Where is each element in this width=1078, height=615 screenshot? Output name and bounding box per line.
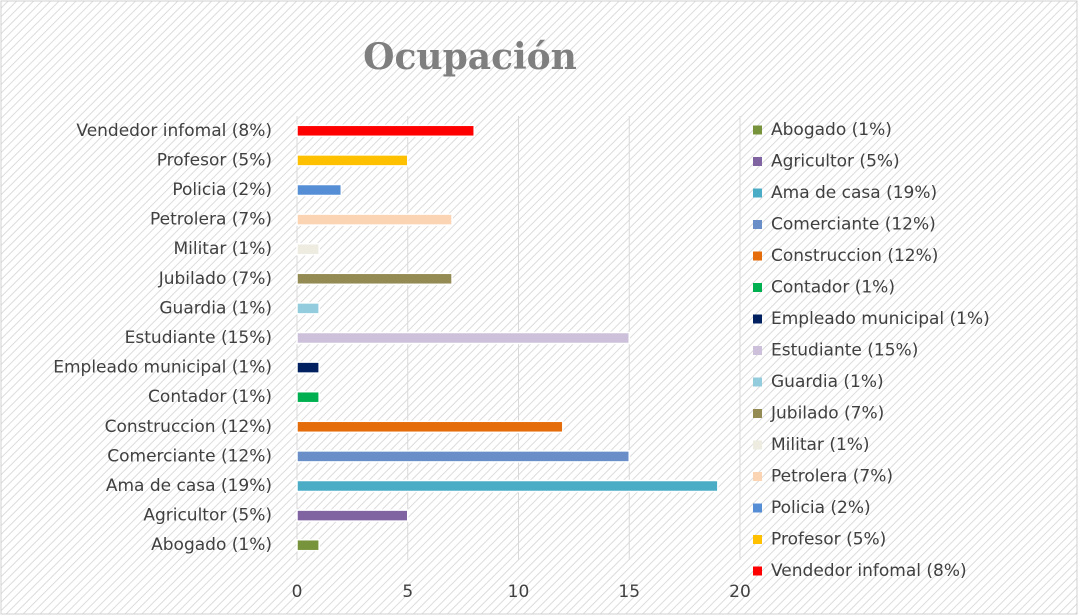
legend-label: Comerciante (12%) [771, 215, 936, 235]
legend-label: Agricultor (5%) [771, 152, 900, 172]
legend-swatch [753, 440, 762, 450]
bar [296, 154, 409, 167]
legend-swatch [753, 346, 762, 355]
bar [296, 390, 320, 404]
bar [296, 420, 564, 434]
bar [296, 361, 320, 374]
legend-swatch [753, 251, 762, 261]
chart-title: Ocupación [363, 36, 577, 78]
x-tick-label: 5 [402, 582, 413, 602]
legend-label: Militar (1%) [771, 435, 870, 455]
legend-swatch [753, 283, 762, 292]
y-tick-label: Militar (1%) [173, 239, 272, 259]
bar [296, 272, 453, 286]
y-tick-label: Empleado municipal (1%) [53, 358, 272, 378]
bar [296, 479, 719, 493]
legend-swatch [753, 188, 762, 198]
x-tick-label: 20 [729, 582, 751, 602]
y-tick-label: Policia (2%) [172, 180, 272, 200]
y-tick-label: Ama de casa (19%) [106, 476, 272, 496]
bar [296, 331, 630, 345]
legend-swatch [753, 409, 762, 418]
legend-swatch [753, 566, 762, 576]
y-tick-label: Abogado (1%) [151, 535, 272, 555]
x-tick-label: 0 [292, 582, 303, 602]
legend-label: Construccion (12%) [771, 246, 938, 266]
legend-label: Jubilado (7%) [770, 404, 884, 424]
y-tick-label: Profesor (5%) [157, 150, 272, 170]
y-tick-label: Comerciante (12%) [107, 446, 272, 466]
bar [296, 124, 475, 138]
legend-swatch [753, 472, 762, 481]
legend-label: Policia (2%) [771, 498, 871, 518]
legend-label: Petrolera (7%) [771, 467, 893, 487]
y-tick-label: Petrolera (7%) [150, 210, 272, 230]
legend-label: Estudiante (15%) [771, 341, 918, 361]
legend-swatch [753, 220, 762, 229]
bar [296, 302, 320, 315]
x-tick-label: 15 [618, 582, 640, 602]
bar [296, 183, 343, 197]
legend-label: Contador (1%) [771, 278, 895, 298]
y-tick-label: Agricultor (5%) [143, 506, 272, 526]
legend-label: Vendedor infomal (8%) [771, 561, 967, 581]
legend-swatch [753, 377, 762, 387]
legend-swatch [753, 535, 762, 544]
legend-swatch [753, 503, 762, 513]
legend-swatch [753, 125, 762, 135]
x-tick-label: 10 [508, 582, 530, 602]
legend-label: Abogado (1%) [771, 120, 892, 140]
legend-swatch [753, 157, 762, 166]
legend-swatch [753, 314, 762, 324]
y-tick-label: Vendedor infomal (8%) [76, 121, 272, 141]
y-tick-label: Construccion (12%) [105, 417, 272, 437]
y-tick-label: Guardia (1%) [159, 298, 272, 318]
legend-label: Guardia (1%) [771, 372, 884, 392]
bar [296, 538, 320, 552]
legend-label: Empleado municipal (1%) [771, 309, 990, 329]
bar [296, 242, 320, 256]
y-tick-label: Estudiante (15%) [125, 328, 272, 348]
y-tick-label: Contador (1%) [148, 387, 272, 407]
legend-label: Profesor (5%) [771, 530, 886, 550]
bar [296, 213, 453, 226]
legend-label: Ama de casa (19%) [771, 183, 937, 203]
bar [296, 509, 409, 522]
bar [296, 450, 630, 463]
y-tick-label: Jubilado (7%) [158, 269, 272, 289]
